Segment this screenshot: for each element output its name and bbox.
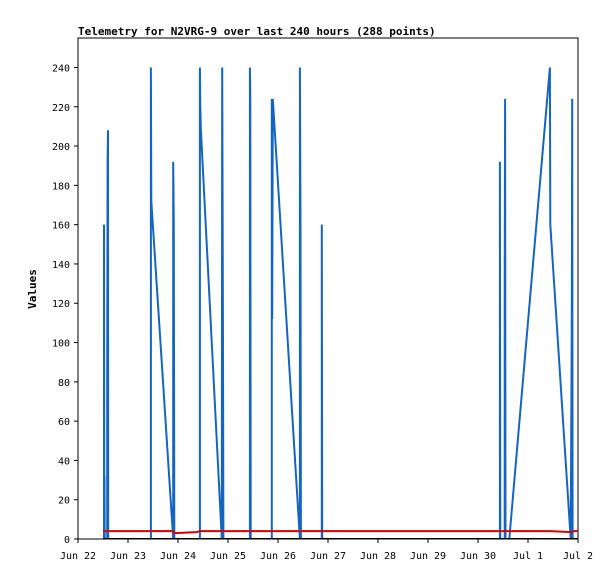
- x-axis: Jun 22 Jun 23 Jun 24 Jun 25 Jun 26 Jun 27 Jun …: [60, 539, 593, 562]
- x-tick-label: Jun 26: [260, 551, 296, 562]
- y-axis-label: Values: [26, 269, 39, 309]
- y-axis: 0 20 40 60 80 100 120 140 160 180 200 220 240: [52, 63, 78, 546]
- y-tick-label: 40: [58, 456, 70, 467]
- x-tick-label: Jun 27: [310, 551, 346, 562]
- series-line-2: [103, 530, 578, 535]
- x-tick-label: Jun 30: [460, 551, 496, 562]
- x-tick-label: Jun 24: [160, 551, 196, 562]
- plot-area: [77, 37, 579, 540]
- y-tick-label: 100: [52, 339, 70, 350]
- x-tick-label: Jul 2: [563, 551, 593, 562]
- chart-title: Telemetry for N2VRG-9 over last 240 hour…: [78, 25, 436, 38]
- x-tick-label: Jun 25: [210, 551, 246, 562]
- y-tick-label: 120: [52, 299, 70, 310]
- x-tick-label: Jun 29: [410, 551, 446, 562]
- y-tick-label: 0: [64, 535, 70, 546]
- y-tick-label: 80: [58, 378, 70, 389]
- y-tick-label: 220: [52, 103, 70, 114]
- x-tick-label: Jun 22: [60, 551, 96, 562]
- series-line-1: [103, 67, 578, 539]
- y-tick-label: 180: [52, 181, 70, 192]
- y-tick-label: 240: [52, 63, 70, 74]
- y-tick-label: 140: [52, 260, 70, 271]
- x-tick-label: Jun 28: [360, 551, 396, 562]
- series-layer: [103, 67, 578, 539]
- x-tick-label: Jun 23: [110, 551, 146, 562]
- y-tick-label: 20: [58, 496, 70, 507]
- y-tick-label: 200: [52, 142, 70, 153]
- y-tick-label: 60: [58, 417, 70, 428]
- y-tick-label: 160: [52, 221, 70, 232]
- x-tick-label: Jul 1: [513, 551, 543, 562]
